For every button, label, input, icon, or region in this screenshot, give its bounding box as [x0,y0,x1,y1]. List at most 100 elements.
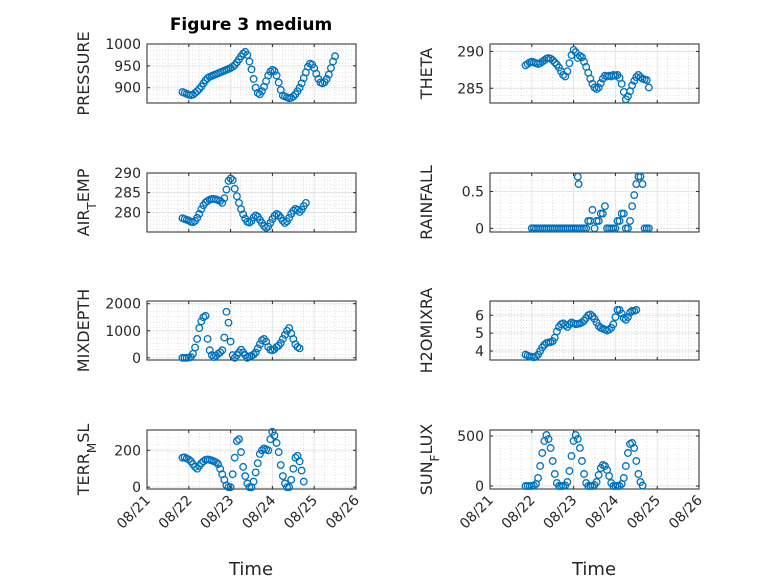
data-point [295,207,304,216]
data-point [548,56,557,65]
data-point [565,59,574,68]
x-tick-label: 08/26 [323,492,363,532]
data-point [235,198,243,207]
data-point [644,83,653,92]
data-point [258,87,266,96]
y-tick-label: 5 [475,326,484,342]
data-point [619,209,628,218]
data-point [253,459,262,468]
y-tick-label: 0 [132,480,141,496]
data-point [552,327,561,336]
data-point [611,313,620,322]
data-point [580,470,588,478]
data-point [615,216,624,225]
data-point [197,317,206,326]
data-point [594,216,603,225]
data-point [628,439,637,447]
data-point [561,72,570,81]
data-point [226,174,235,183]
data-point [191,462,200,471]
data-point [529,481,538,490]
subplot-pressure: 900 950 1000 PRESSURE [74,31,357,116]
data-point [563,67,572,76]
data-point [222,481,231,490]
x-tick-label: 08/21 [114,493,154,533]
data-point [578,457,586,465]
axes-box [146,429,357,490]
data-point [596,79,605,88]
y-tick-label: 0.5 [462,184,484,200]
data-point [184,455,193,464]
data-point [582,224,591,233]
data-point [626,216,634,225]
data-point [609,320,618,329]
data-point [272,71,281,80]
data-point [644,224,653,233]
data-point [571,431,580,439]
x-tick-label: 08/25 [624,493,664,533]
y-tick-label: 285 [114,186,141,202]
data-point [191,88,200,97]
y-tick-label: 1000 [105,324,141,340]
data-point [611,224,620,233]
data-point [540,340,549,349]
x-tick-label: 08/26 [666,492,706,532]
data-point [299,477,308,486]
data-point [594,471,603,479]
data-point [605,325,614,334]
x-tick-label: 08/24 [239,492,279,532]
data-point [201,311,210,320]
data-point [266,67,275,76]
data-point [594,83,603,92]
data-point [287,475,296,484]
y-axis-label: PRESSURE [74,31,93,115]
data-point [224,318,233,327]
data-point [239,210,248,219]
data-point [193,87,202,96]
data-point [191,343,200,352]
y-tick-label: 0 [475,479,484,495]
y-tick-label: 290 [114,166,141,182]
subplot-air-temp: 280 285 290 AIRTEMP [74,166,357,236]
data-point [578,318,586,327]
data-point [615,482,624,490]
data-point [228,470,237,479]
data-point [578,53,586,62]
data-point [270,67,279,76]
y-axis-label: THETA [417,48,436,100]
data-point [322,75,331,83]
x-tick-label: 08/22 [499,493,539,533]
y-axis-label: MIXDEPTH [74,289,93,372]
data-point [532,352,540,361]
y-tick-label: 0 [475,221,484,237]
data-point [626,308,634,317]
data-point [536,462,545,470]
data-point [293,206,302,214]
data-point [249,75,258,83]
data-point [228,62,237,71]
data-point [301,198,310,207]
data-point [235,435,243,444]
data-point [295,344,304,353]
data-point [331,52,340,61]
data-point [598,209,607,218]
data-point [280,219,289,227]
subplot-mixdepth: 0 1000 2000 MIXDEPTH [74,289,357,372]
data-point [264,446,273,455]
data-point [586,310,595,319]
data-point [264,71,273,80]
data-point [289,92,298,101]
data-point [590,224,599,233]
data-point [253,344,262,353]
y-tick-label: 0 [132,351,141,367]
data-point [542,431,551,439]
data-point [285,213,294,222]
x-tick-label: 08/23 [198,493,238,533]
data-point [623,224,632,233]
data-point [573,435,582,443]
x-tick-label: 08/23 [541,493,581,533]
data-point [260,222,268,231]
data-point [621,462,630,470]
data-point [266,219,275,227]
y-tick-label: 950 [114,59,141,75]
